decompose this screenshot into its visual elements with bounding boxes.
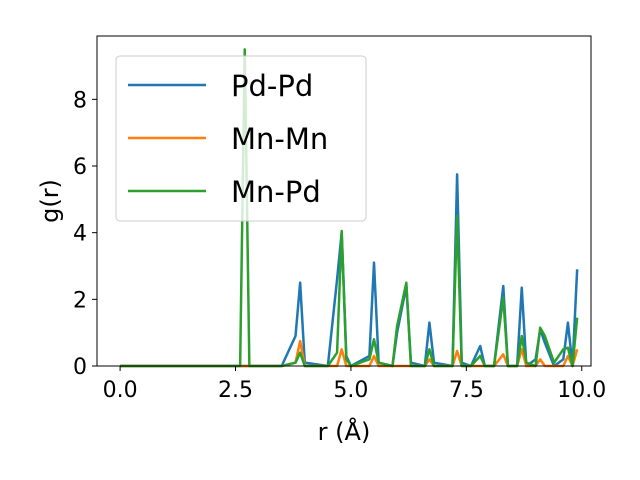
- y-tick-label: 6: [73, 155, 87, 180]
- y-tick-label: 8: [73, 88, 87, 113]
- y-axis: 0 2 4 6 8: [73, 88, 97, 380]
- y-tick-label: 0: [73, 355, 87, 380]
- legend-label-mn-pd: Mn-Pd: [231, 175, 321, 209]
- y-axis-label: g(r): [36, 179, 64, 223]
- legend-label-mn-mn: Mn-Mn: [231, 122, 328, 156]
- x-axis: 0.0 2.5 5.0 7.5 10.0: [103, 366, 606, 403]
- x-tick-label: 5.0: [333, 378, 368, 403]
- x-tick-label: 2.5: [218, 378, 253, 403]
- y-tick-label: 4: [73, 222, 87, 247]
- x-axis-label: r (Å): [318, 417, 371, 446]
- x-tick-label: 7.5: [449, 378, 484, 403]
- axes-frame: [96, 35, 592, 367]
- x-tick-label: 10.0: [557, 378, 606, 403]
- y-tick-label: 2: [73, 288, 87, 313]
- legend: Pd-Pd Mn-Mn Mn-Pd: [115, 55, 367, 222]
- legend-box: [115, 55, 367, 222]
- legend-label-pd-pd: Pd-Pd: [231, 69, 313, 103]
- x-tick-label: 0.0: [103, 378, 138, 403]
